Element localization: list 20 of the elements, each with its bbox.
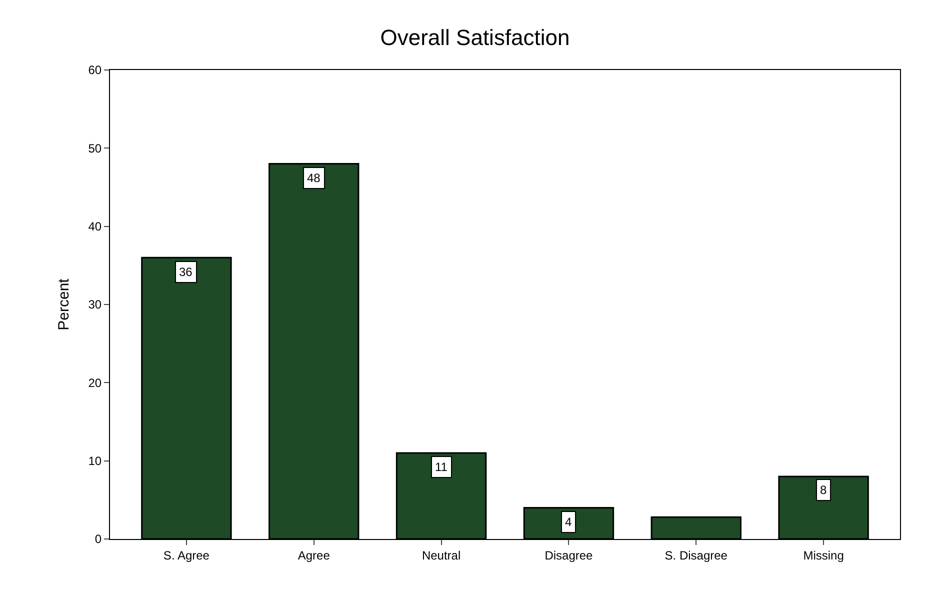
- x-tick-label: S. Disagree: [664, 548, 728, 562]
- data-label: 8: [820, 483, 827, 497]
- data-label: 48: [307, 171, 321, 185]
- y-axis-title: Percent: [55, 278, 72, 330]
- x-tick-label: Agree: [298, 548, 330, 562]
- y-tick-label: 50: [88, 141, 102, 156]
- data-label: 4: [565, 515, 572, 529]
- y-tick-label: 60: [88, 63, 102, 78]
- x-tick-label: Missing: [803, 548, 844, 562]
- data-label: 11: [435, 460, 448, 474]
- y-tick-label: 0: [94, 532, 102, 546]
- y-tick-label: 30: [88, 298, 102, 312]
- x-tick-label: Neutral: [422, 548, 461, 562]
- chart-title: Overall Satisfaction: [380, 24, 570, 50]
- x-tick-label: Disagree: [544, 548, 594, 562]
- data-label: 36: [179, 265, 193, 279]
- y-tick-label: 10: [88, 454, 102, 468]
- y-tick-label: 40: [88, 220, 102, 234]
- y-tick-label: 20: [88, 376, 102, 390]
- x-tick-label: S. Agree: [163, 548, 210, 562]
